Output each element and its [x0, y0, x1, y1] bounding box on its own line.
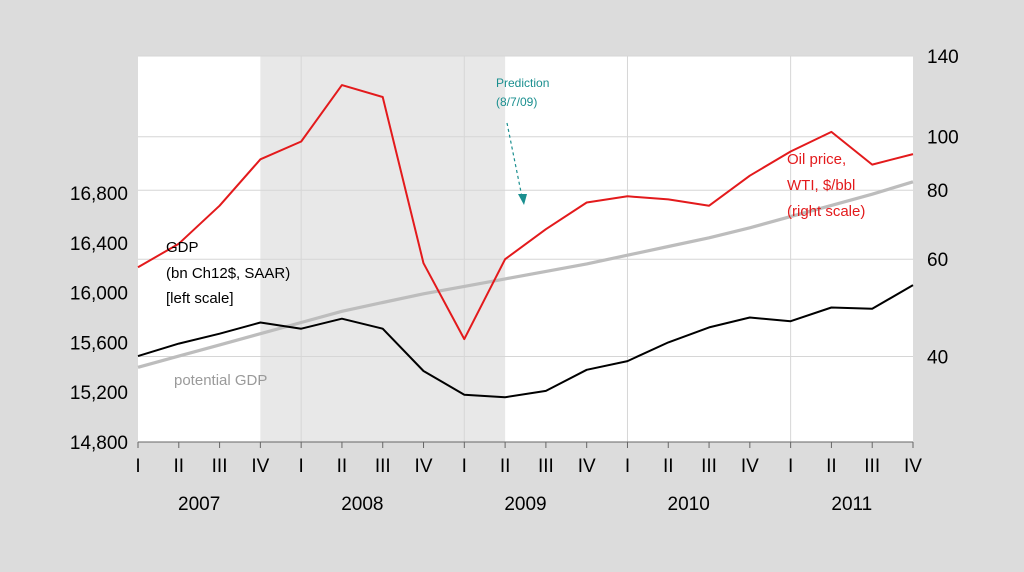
x-tick-label: II [500, 456, 511, 477]
year-label: 2009 [504, 494, 546, 515]
x-tick-label: III [538, 456, 554, 477]
left-axis: 14,800 15,200 15,600 16,000 16,400 16,800 [70, 184, 128, 454]
right-tick-label: 80 [927, 181, 948, 202]
x-tick-label: III [212, 456, 228, 477]
x-tick-label: IV [415, 456, 433, 477]
gdp-label-line-1: GDP [166, 239, 199, 256]
year-label: 2011 [831, 494, 872, 515]
x-tick-label: IV [741, 456, 759, 477]
potential-gdp-line [137, 180, 914, 369]
x-tick-label: I [625, 456, 630, 477]
x-tick-label: III [701, 456, 717, 477]
prediction-arrowhead [518, 194, 527, 205]
x-tick-label: II [337, 456, 348, 477]
year-label: 2007 [178, 494, 220, 515]
right-tick-label: 60 [927, 250, 948, 271]
left-tick-label: 16,000 [70, 284, 128, 305]
x-tick-label: I [135, 456, 140, 477]
gdp-label-line-2: (bn Ch12$, SAAR) [166, 265, 290, 282]
gdp-line [137, 284, 914, 399]
year-label: 2008 [341, 494, 383, 515]
prediction-label-line-1: Prediction [496, 76, 549, 90]
oil-label-line-3: (right scale) [787, 203, 865, 220]
x-tick-label: III [375, 456, 391, 477]
x-tick-label: IV [578, 456, 596, 477]
x-tick-label: I [299, 456, 304, 477]
left-tick-label: 15,200 [70, 383, 128, 404]
recession-shading [260, 56, 506, 442]
year-label: 2010 [668, 494, 710, 515]
x-tick-label: IV [251, 456, 269, 477]
oil-label-line-1: Oil price, [787, 151, 846, 168]
right-tick-label: 140 [927, 47, 959, 68]
oil-label-line-2: WTI, $/bbl [787, 177, 855, 194]
gdp-label-line-3: [left scale] [166, 290, 234, 307]
x-tick-label: II [663, 456, 674, 477]
left-tick-label: 14,800 [70, 433, 128, 454]
left-tick-label: 16,800 [70, 184, 128, 205]
series-lines [137, 84, 914, 399]
right-axis: 40 60 80 100 140 [927, 47, 959, 368]
x-tick-label: IV [904, 456, 922, 477]
left-tick-label: 16,400 [70, 234, 128, 255]
potential-gdp-label: potential GDP [174, 372, 267, 389]
prediction-label-line-2: (8/7/09) [496, 95, 537, 109]
prediction-annotation: Prediction (8/7/09) [496, 76, 549, 205]
x-tick-label: II [174, 456, 185, 477]
oil-annotation: Oil price, WTI, $/bbl (right scale) [787, 151, 865, 220]
gdp-annotation: GDP (bn Ch12$, SAAR) [left scale] [166, 239, 290, 307]
left-tick-label: 15,600 [70, 333, 128, 354]
oil-price-line [137, 84, 914, 341]
x-axis-ticks: I II III IV I II III IV I II III IV I II III IV I II III IV… [135, 442, 922, 515]
right-tick-label: 100 [927, 128, 959, 149]
x-tick-label: I [788, 456, 793, 477]
gridlines [138, 55, 913, 442]
prediction-arrow [506, 122, 523, 198]
right-tick-label: 40 [927, 347, 948, 368]
x-tick-label: II [826, 456, 837, 477]
x-tick-label: I [462, 456, 467, 477]
x-tick-label: III [864, 456, 880, 477]
